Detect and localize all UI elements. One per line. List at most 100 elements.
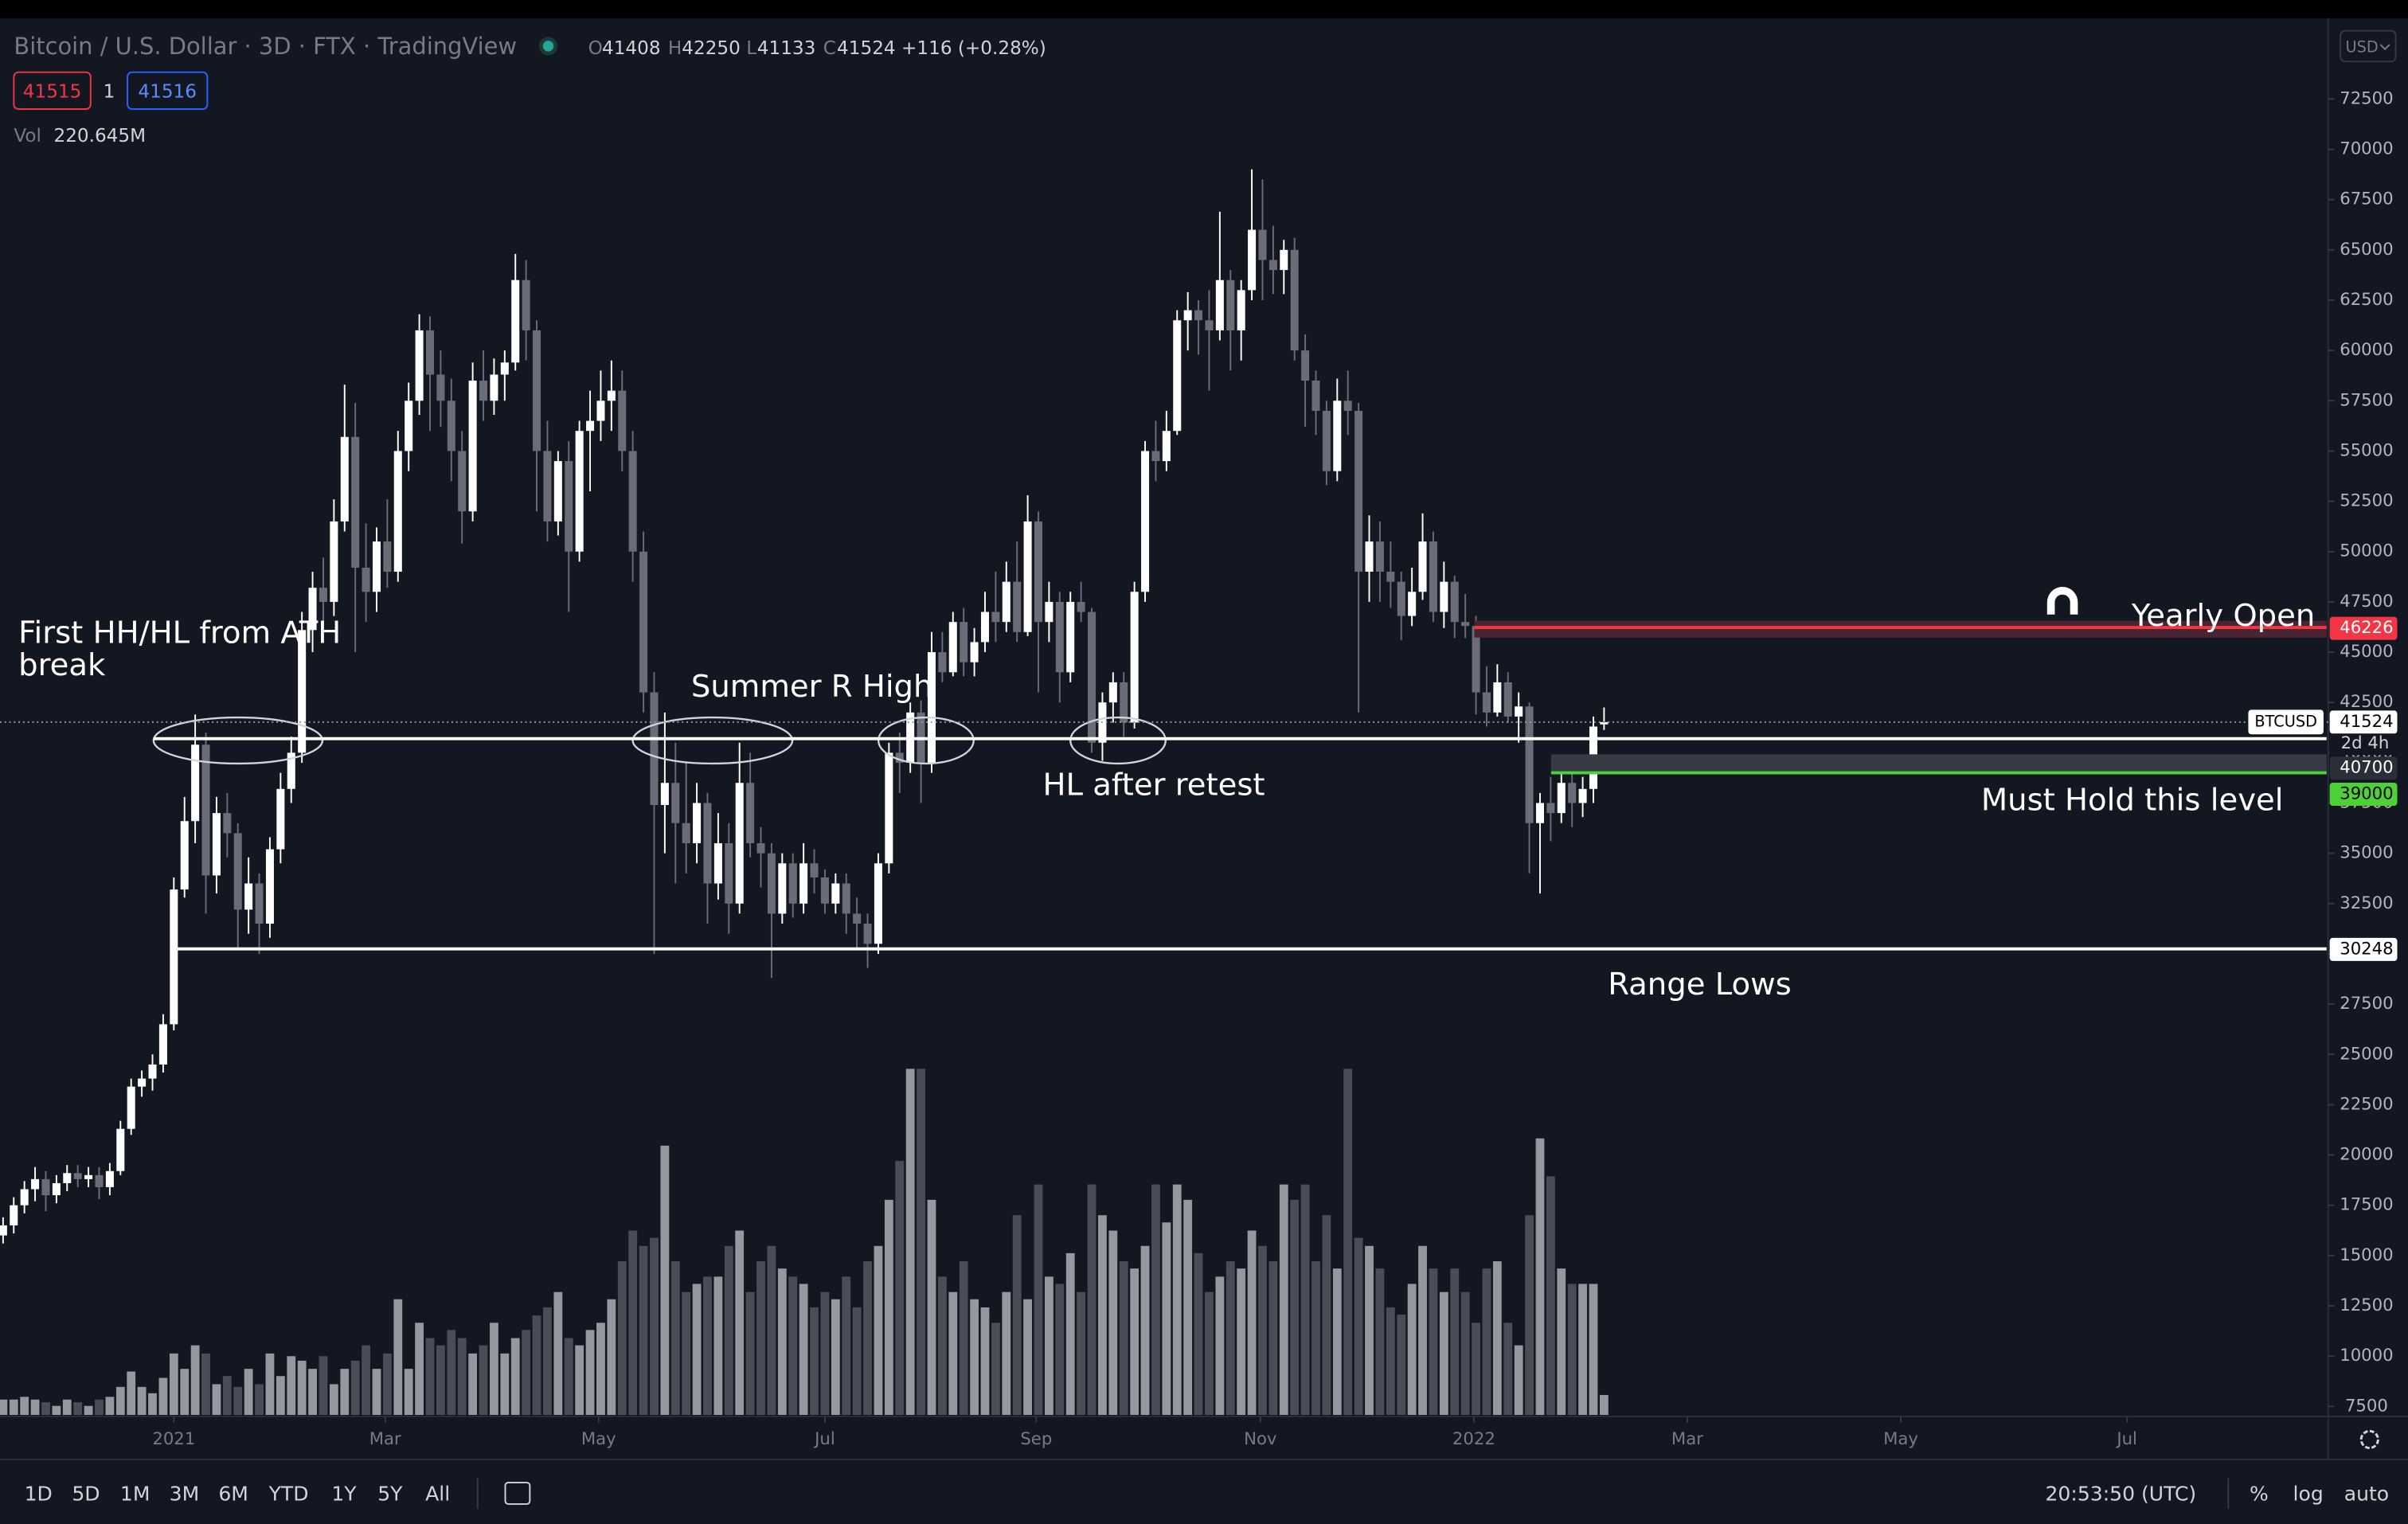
range-button[interactable]: 1Y — [331, 1482, 357, 1505]
countdown-bg — [2329, 733, 2398, 756]
range-button[interactable]: All — [425, 1482, 450, 1505]
level-label: 39000 — [2340, 784, 2393, 804]
magnet-icon[interactable] — [2046, 587, 2078, 615]
volume-bar — [137, 1386, 147, 1416]
currency-button[interactable] — [2340, 29, 2397, 63]
volume-bar — [543, 1307, 552, 1416]
candle-body — [778, 863, 787, 914]
volume-bar — [874, 1245, 883, 1416]
volume-bar — [340, 1369, 350, 1416]
volume-bar — [1525, 1215, 1534, 1416]
candle-body — [788, 863, 797, 904]
candle-body — [458, 451, 467, 512]
volume-bar — [1312, 1261, 1320, 1416]
volume-bar — [1492, 1261, 1502, 1416]
candle-body — [1312, 381, 1320, 411]
calendar-icon[interactable] — [504, 1481, 531, 1505]
sell-button[interactable] — [13, 71, 92, 110]
candle-body — [895, 752, 904, 763]
candle-body — [63, 1173, 72, 1183]
volume-bar — [255, 1384, 264, 1416]
range-button[interactable]: 5D — [72, 1482, 100, 1505]
candle-body — [682, 823, 690, 844]
annotation: Summer R High — [691, 669, 933, 705]
volume-bar — [1172, 1184, 1182, 1416]
candle-body — [1525, 706, 1534, 823]
volume-bar — [169, 1353, 178, 1416]
buy-button[interactable] — [127, 71, 209, 110]
volume-bar — [1162, 1222, 1171, 1416]
range-button[interactable]: YTD — [268, 1482, 309, 1505]
volume-bar — [1578, 1284, 1587, 1416]
range-button[interactable]: 1M — [120, 1482, 150, 1505]
candle-body — [1440, 581, 1448, 612]
candle-body — [1365, 541, 1374, 572]
candle-body — [500, 362, 509, 375]
plot: 7500 10000 12500 15000 17500 20000 22500 25000 2… — [0, 88, 2394, 1449]
clock: 20:53:50 (UTC) — [2045, 1482, 2196, 1505]
y-tick-label: 10000 — [2340, 1346, 2393, 1366]
volume-bar — [1205, 1291, 1214, 1416]
x-tick-label: May — [1883, 1429, 1918, 1449]
candle-body — [372, 541, 381, 592]
range-button[interactable]: 5Y — [377, 1482, 403, 1505]
candle-body — [575, 431, 584, 552]
volume-bar — [564, 1338, 573, 1416]
candle-body — [287, 752, 295, 789]
volume-value: 220.645M — [54, 126, 147, 147]
volume-bar — [468, 1353, 478, 1416]
candle-body — [1397, 581, 1405, 616]
volume-bar — [265, 1353, 275, 1416]
sell-price[interactable]: 41515 — [23, 81, 82, 102]
range-button[interactable]: 1D — [25, 1482, 53, 1505]
y-tick-label: 52500 — [2340, 491, 2393, 511]
volume-bar — [1151, 1184, 1160, 1416]
currency[interactable]: USD — [2346, 37, 2379, 56]
x-tick-label: Nov — [1244, 1429, 1276, 1449]
range-button[interactable]: 6M — [218, 1482, 248, 1505]
volume-bar — [490, 1323, 498, 1416]
candle-body — [1418, 541, 1427, 592]
candle-body — [405, 401, 413, 451]
top-bar — [0, 0, 2408, 19]
volume-bar — [1055, 1284, 1065, 1416]
volume-bar — [970, 1299, 979, 1416]
volume-bar — [852, 1307, 862, 1416]
volume-bar — [842, 1276, 851, 1416]
volume-bar — [585, 1330, 595, 1416]
volume-bar — [1535, 1138, 1545, 1416]
annotation: break — [18, 647, 106, 683]
candle-body — [1120, 682, 1128, 723]
volume-bar — [1354, 1237, 1363, 1416]
volume-bar — [756, 1261, 765, 1416]
volume-bar — [1226, 1261, 1235, 1416]
candle-body — [31, 1178, 40, 1190]
candle-body — [95, 1174, 104, 1187]
annotation: Range Lows — [1608, 967, 1792, 1002]
candle-body — [393, 451, 402, 572]
volume-bar — [788, 1276, 798, 1416]
settings-icon[interactable] — [2359, 1429, 2379, 1449]
circle-marker — [1069, 716, 1167, 765]
volume-bar — [639, 1245, 648, 1416]
volume-bar — [276, 1376, 285, 1416]
volume-bar — [991, 1323, 1000, 1416]
candle-body — [436, 374, 445, 401]
percent-toggle[interactable]: % — [2250, 1482, 2269, 1505]
buy-price[interactable]: 41516 — [138, 81, 197, 102]
volume-bar — [1472, 1323, 1480, 1416]
y-tick-label: 27500 — [2340, 994, 2393, 1014]
candle-body — [73, 1173, 82, 1179]
volume-bar — [596, 1323, 605, 1416]
volume-bar — [532, 1315, 541, 1416]
auto-toggle[interactable]: auto — [2344, 1482, 2389, 1505]
volume-bar — [617, 1261, 627, 1416]
log-toggle[interactable]: log — [2293, 1482, 2324, 1505]
volume-bar — [767, 1245, 776, 1416]
volume-bar — [20, 1397, 29, 1416]
candle-body — [1141, 451, 1150, 592]
volume-bar — [319, 1356, 328, 1416]
volume-bar — [692, 1284, 702, 1416]
range-button[interactable]: 3M — [170, 1482, 200, 1505]
volume-bar — [1279, 1184, 1288, 1416]
